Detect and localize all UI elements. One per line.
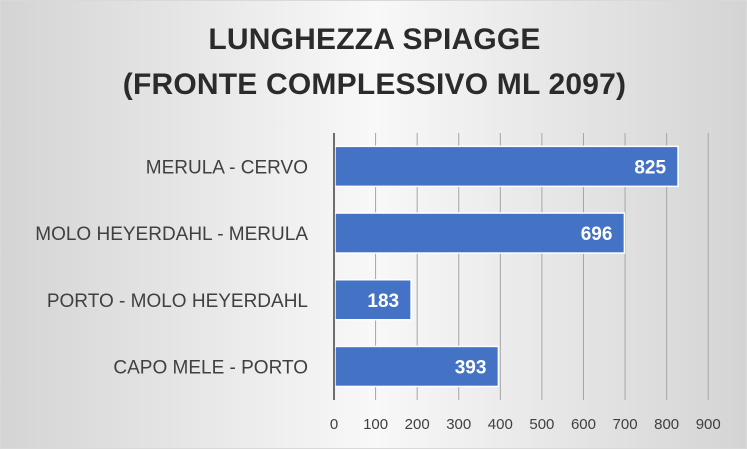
category-label: PORTO - MOLO HEYERDAHL <box>47 291 308 312</box>
x-tick-label: 500 <box>529 416 554 433</box>
x-tick-label: 900 <box>696 416 721 433</box>
data-label: 825 <box>634 157 666 178</box>
bar <box>334 212 626 254</box>
data-label: 183 <box>367 291 399 312</box>
x-tick-label: 0 <box>330 416 338 433</box>
chart-title-line-2: (FRONTE COMPLESSIVO ML 2097) <box>122 68 627 101</box>
bar <box>334 145 679 188</box>
category-label: MOLO HEYERDAHL - MERULA <box>35 224 308 245</box>
bars <box>334 145 679 388</box>
x-tick-label: 300 <box>446 416 471 433</box>
bar <box>334 279 412 321</box>
x-tick-label: 200 <box>405 416 430 433</box>
category-label: MERULA - CERVO <box>146 157 308 178</box>
labels: 0 100 200 300 400 500 600 700 800 900 MERULA - CER… <box>35 157 720 433</box>
chart-title-line-1: LUNGHEZZA SPIAGGE <box>208 23 541 56</box>
x-tick-label: 700 <box>613 416 638 433</box>
bar <box>334 345 500 388</box>
category-label: CAPO MELE - PORTO <box>113 357 308 378</box>
x-tick-label: 400 <box>488 416 513 433</box>
data-label: 696 <box>581 224 613 245</box>
x-tick-label: 800 <box>654 416 679 433</box>
data-label: 393 <box>455 357 487 378</box>
x-tick-label: 600 <box>571 416 596 433</box>
x-tick-label: 100 <box>363 416 388 433</box>
